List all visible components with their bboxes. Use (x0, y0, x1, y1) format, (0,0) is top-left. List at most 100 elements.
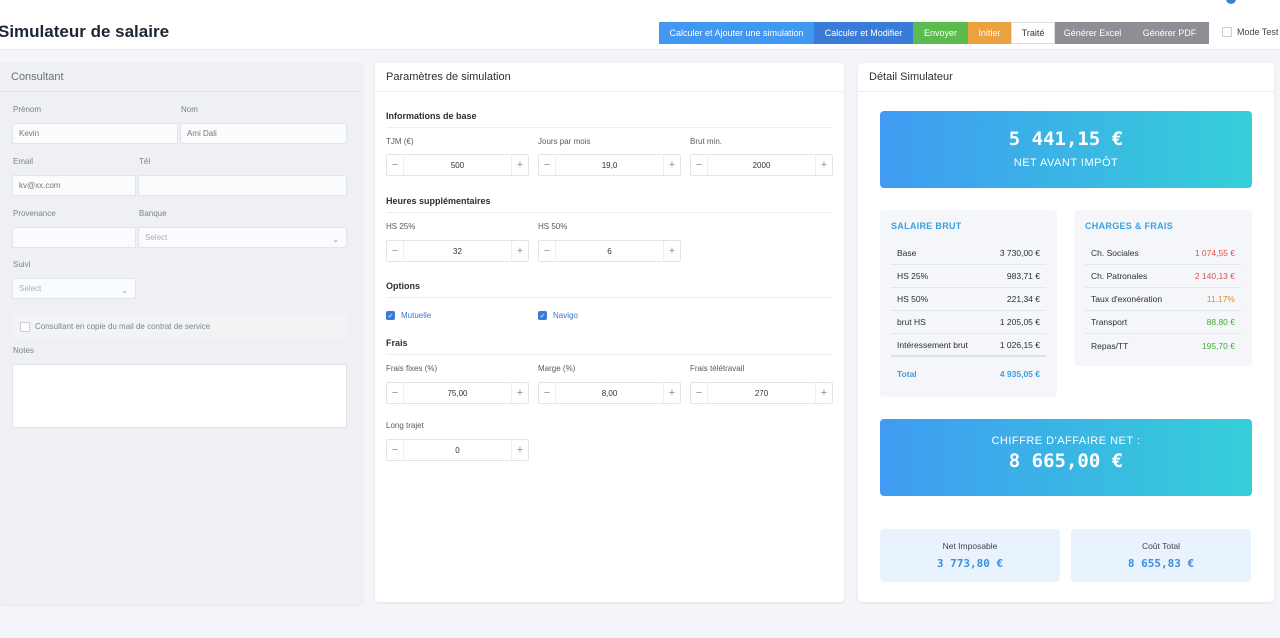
margin-label: Marge (%) (538, 364, 576, 373)
mode-test-label: Mode Test (1237, 27, 1279, 37)
checkmark-icon[interactable]: ✓ (386, 311, 395, 320)
row-value: 2 140,13 € (1194, 271, 1235, 281)
increment-button[interactable]: + (668, 245, 676, 257)
mutuelle-option[interactable]: ✓ Mutuelle (386, 311, 431, 320)
margin-stepper[interactable]: − 8,00 + (538, 382, 681, 404)
follow-select[interactable]: Select ⌄ (12, 278, 136, 299)
total-cost-value: 8 655,83 € (1127, 557, 1195, 570)
row-value: 1 026,15 € (999, 339, 1040, 350)
chevron-down-icon: ⌄ (121, 286, 128, 295)
decrement-button[interactable]: − (391, 159, 399, 171)
table-row: HS 50% 221,34 € (891, 288, 1046, 311)
table-row: Ch. Patronales 2 140,13 € (1085, 265, 1241, 288)
decrement-button[interactable]: − (543, 159, 551, 171)
long-trip-value[interactable]: 0 (403, 440, 512, 460)
brut-min-stepper[interactable]: − 2000 + (690, 154, 833, 176)
net-revenue-card: CHIFFRE D'AFFAIRE NET : 8 665,00 € (880, 419, 1252, 496)
table-row: brut HS 1 205,05 € (891, 311, 1046, 334)
tjm-stepper[interactable]: − 500 + (386, 154, 529, 176)
email-input[interactable]: kv@xx.com (12, 175, 136, 196)
row-value: 983,71 € (1006, 271, 1040, 281)
divider (386, 354, 832, 355)
notes-textarea[interactable] (12, 364, 347, 428)
days-per-month-stepper[interactable]: − 19,0 + (538, 154, 681, 176)
increment-button[interactable]: + (668, 387, 676, 399)
brut-min-value[interactable]: 2000 (707, 155, 816, 175)
taxable-net-label: Net Imposable (942, 541, 998, 551)
mutuelle-label: Mutuelle (401, 311, 432, 320)
remote-fees-value[interactable]: 270 (707, 383, 816, 403)
fees-title: Frais (386, 338, 408, 348)
table-row: Base 3 730,00 € (891, 242, 1046, 265)
parameters-panel-title: Paramètres de simulation (375, 63, 844, 92)
divider (386, 127, 832, 128)
row-value: 1 074,55 € (1194, 248, 1235, 258)
origin-input[interactable] (12, 227, 136, 248)
table-row: Repas/TT 195,70 € (1085, 334, 1241, 357)
gross-total-row: Total 4 935,05 € (891, 363, 1046, 385)
firstname-label: Prénom (13, 105, 42, 114)
consultant-panel: Consultant Prénom Kevin Nom Ami Dali Ema… (0, 63, 362, 604)
hs50-label: HS 50% (538, 222, 568, 231)
phone-input[interactable] (138, 175, 347, 196)
calculate-add-simulation-button[interactable]: Calculer et Ajouter une simulation (659, 22, 814, 44)
hs25-value[interactable]: 32 (403, 241, 512, 261)
toolbar: Calculer et Ajouter une simulation Calcu… (659, 22, 1209, 44)
days-per-month-value[interactable]: 19,0 (555, 155, 664, 175)
mode-test-toggle[interactable]: Mode Test (1222, 27, 1278, 37)
gross-salary-box: SALAIRE BRUT Base 3 730,00 € HS 25% 983,… (880, 210, 1057, 397)
increment-button[interactable]: + (820, 159, 828, 171)
table-row: Ch. Sociales 1 074,55 € (1085, 242, 1241, 265)
notes-label: Notes (13, 346, 34, 355)
row-label: HS 25% (897, 271, 929, 281)
hs25-stepper[interactable]: − 32 + (386, 240, 529, 262)
lastname-input[interactable]: Ami Dali (180, 123, 347, 144)
gross-salary-title: SALAIRE BRUT (891, 221, 962, 231)
processed-button[interactable]: Traité (1011, 22, 1055, 44)
hs25-label: HS 25% (386, 222, 416, 231)
bank-select[interactable]: Select ⌄ (138, 227, 347, 248)
origin-label: Provenance (13, 209, 56, 218)
generate-pdf-button[interactable]: Générer PDF (1130, 22, 1209, 44)
fixed-fees-value[interactable]: 75,00 (403, 383, 512, 403)
increment-button[interactable]: + (516, 245, 524, 257)
hs50-stepper[interactable]: − 6 + (538, 240, 681, 262)
send-button[interactable]: Envoyer (913, 22, 968, 44)
increment-button[interactable]: + (516, 444, 524, 456)
total-cost-card: Coût Total 8 655,83 € (1071, 529, 1251, 582)
increment-button[interactable]: + (668, 159, 676, 171)
divider (386, 297, 832, 298)
copy-consultant-checkbox[interactable] (20, 321, 30, 332)
navigo-option[interactable]: ✓ Navigo (538, 311, 578, 320)
generate-excel-button[interactable]: Générer Excel (1055, 22, 1130, 44)
decrement-button[interactable]: − (391, 387, 399, 399)
calculate-modify-button[interactable]: Calculer et Modifier (814, 22, 913, 44)
margin-value[interactable]: 8,00 (555, 383, 664, 403)
decrement-button[interactable]: − (695, 159, 703, 171)
decrement-button[interactable]: − (543, 387, 551, 399)
tjm-value[interactable]: 500 (403, 155, 512, 175)
mode-test-checkbox[interactable] (1222, 27, 1232, 37)
decrement-button[interactable]: − (543, 245, 551, 257)
remote-fees-stepper[interactable]: − 270 + (690, 382, 833, 404)
increment-button[interactable]: + (820, 387, 828, 399)
base-info-title: Informations de base (386, 111, 477, 121)
decrement-button[interactable]: − (695, 387, 703, 399)
net-revenue-value: 8 665,00 € (1008, 450, 1124, 472)
checkmark-icon[interactable]: ✓ (538, 311, 547, 320)
long-trip-stepper[interactable]: − 0 + (386, 439, 529, 461)
initiate-button[interactable]: Initier (968, 22, 1011, 44)
net-before-tax-value: 5 441,15 € (1008, 128, 1124, 150)
decrement-button[interactable]: − (391, 245, 399, 257)
charges-fees-box: CHARGES & FRAIS Ch. Sociales 1 074,55 € … (1074, 210, 1252, 366)
increment-button[interactable]: + (516, 159, 524, 171)
copy-consultant-option[interactable]: Consultant en copie du mail de contrat d… (12, 314, 347, 339)
firstname-input[interactable]: Kevin (12, 123, 178, 144)
decrement-button[interactable]: − (391, 444, 399, 456)
avatar[interactable] (1226, 0, 1236, 4)
increment-button[interactable]: + (516, 387, 524, 399)
divider (386, 212, 832, 213)
hs50-value[interactable]: 6 (555, 241, 664, 261)
fixed-fees-stepper[interactable]: − 75,00 + (386, 382, 529, 404)
taxable-net-card: Net Imposable 3 773,80 € (880, 529, 1060, 582)
